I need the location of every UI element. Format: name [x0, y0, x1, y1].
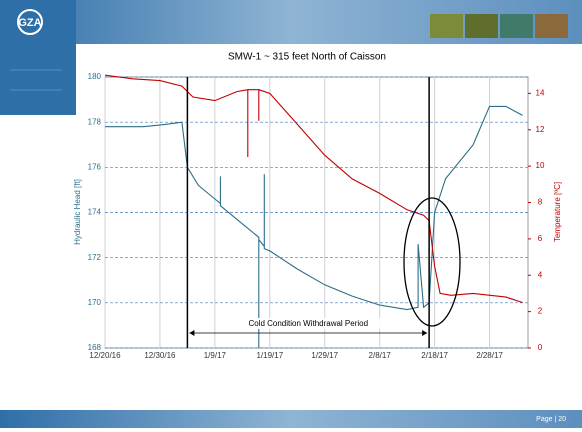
y2-tick-label: 4: [538, 270, 543, 279]
y-tick-label: 176: [88, 162, 102, 171]
y2-tick-label: 0: [538, 343, 543, 352]
y2-axis-label: Temperature [ºC]: [553, 182, 562, 242]
logo-panel: [0, 0, 76, 115]
x-tick-label: 2/18/17: [421, 351, 448, 360]
y-tick-label: 172: [88, 253, 102, 262]
highlight-ellipse: [403, 197, 461, 327]
y2-tick-label: 10: [536, 161, 545, 170]
annotation-bg: [236, 318, 381, 329]
footer-band: [0, 410, 582, 428]
x-tick-label: 2/28/17: [476, 351, 503, 360]
banner-photo: [430, 14, 463, 38]
series-line: [105, 105, 523, 348]
banner-photo: [465, 14, 498, 38]
x-tick-label: 12/30/16: [144, 351, 176, 360]
logo: GZA: [18, 17, 41, 29]
annotation-text: Cold Condition Withdrawal Period: [248, 319, 368, 328]
x-tick-label: 12/20/16: [89, 351, 121, 360]
y2-tick-label: 2: [538, 307, 543, 316]
y2-tick-label: 12: [536, 125, 545, 134]
series-line: [104, 74, 523, 304]
page-number: Page | 20: [536, 416, 566, 423]
y-tick-label: 174: [88, 208, 102, 217]
y-tick-label: 178: [88, 117, 102, 126]
logo-ring: [17, 9, 43, 35]
x-tick-label: 1/19/17: [256, 351, 283, 360]
y-tick-label: 168: [88, 343, 102, 352]
y-axis-label: Hydraulic Head [ft]: [73, 179, 82, 245]
y2-tick-label: 6: [538, 234, 543, 243]
y-tick-label: 180: [88, 72, 102, 81]
x-tick-label: 2/8/17: [369, 351, 392, 360]
x-tick-label: 1/29/17: [311, 351, 338, 360]
y2-tick-label: 14: [536, 88, 545, 97]
y2-tick-label: 8: [538, 198, 543, 207]
x-tick-label: 1/9/17: [204, 351, 227, 360]
y-tick-label: 170: [88, 298, 102, 307]
banner-photo: [500, 14, 533, 38]
chart-title: SMW-1 ~ 315 feet North of Caisson: [228, 52, 386, 63]
banner-photo: [535, 14, 568, 38]
